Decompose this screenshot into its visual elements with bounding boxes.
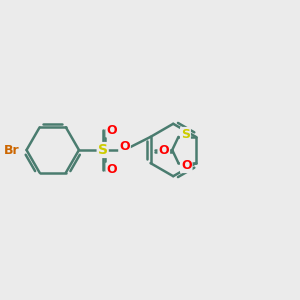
- Text: S: S: [181, 128, 190, 141]
- Text: S: S: [98, 143, 108, 157]
- Text: O: O: [181, 159, 192, 172]
- Text: Br: Br: [3, 143, 19, 157]
- Text: O: O: [119, 140, 130, 153]
- Text: O: O: [106, 164, 117, 176]
- Text: O: O: [158, 143, 169, 157]
- Text: O: O: [106, 124, 117, 136]
